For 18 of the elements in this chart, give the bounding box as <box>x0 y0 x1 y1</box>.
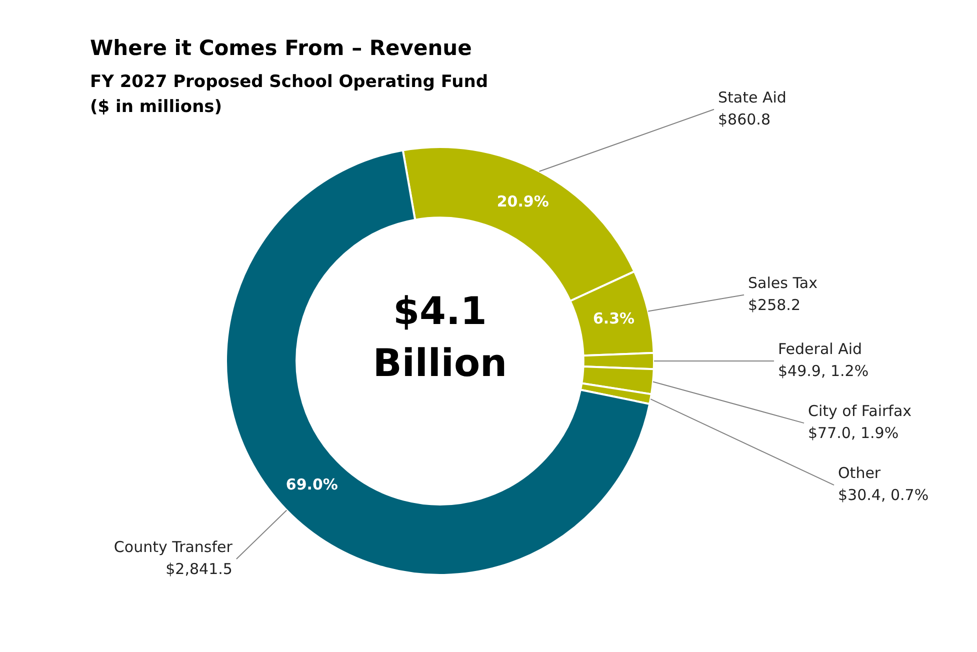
data-label: $258.2 <box>748 296 800 314</box>
text: $4.1 Billion <box>372 288 508 387</box>
text: 6.3% <box>592 309 635 328</box>
text: 69.0% <box>286 475 338 494</box>
slice-label: Federal Aid <box>778 340 862 358</box>
slice-label: City of Fairfax <box>808 402 912 420</box>
chart-subtitle: FY 2027 Proposed School Operating Fund ($ in millions) <box>90 71 488 119</box>
data-label: $30.4, 0.7% <box>838 486 929 504</box>
slice-label: Other <box>838 464 882 482</box>
data-label: $860.8 <box>718 110 770 128</box>
data-label: $77.0, 1.9% <box>808 424 899 442</box>
slice-label: Sales Tax <box>748 274 818 292</box>
slice-label: State Aid <box>718 88 786 106</box>
data-label: $2,841.5 <box>166 560 232 578</box>
slice-label: County Transfer <box>114 538 234 556</box>
chart-title: Where it Comes From – Revenue <box>90 36 472 60</box>
data-label: $49.9, 1.2% <box>778 362 869 380</box>
text: 20.9% <box>496 192 549 211</box>
